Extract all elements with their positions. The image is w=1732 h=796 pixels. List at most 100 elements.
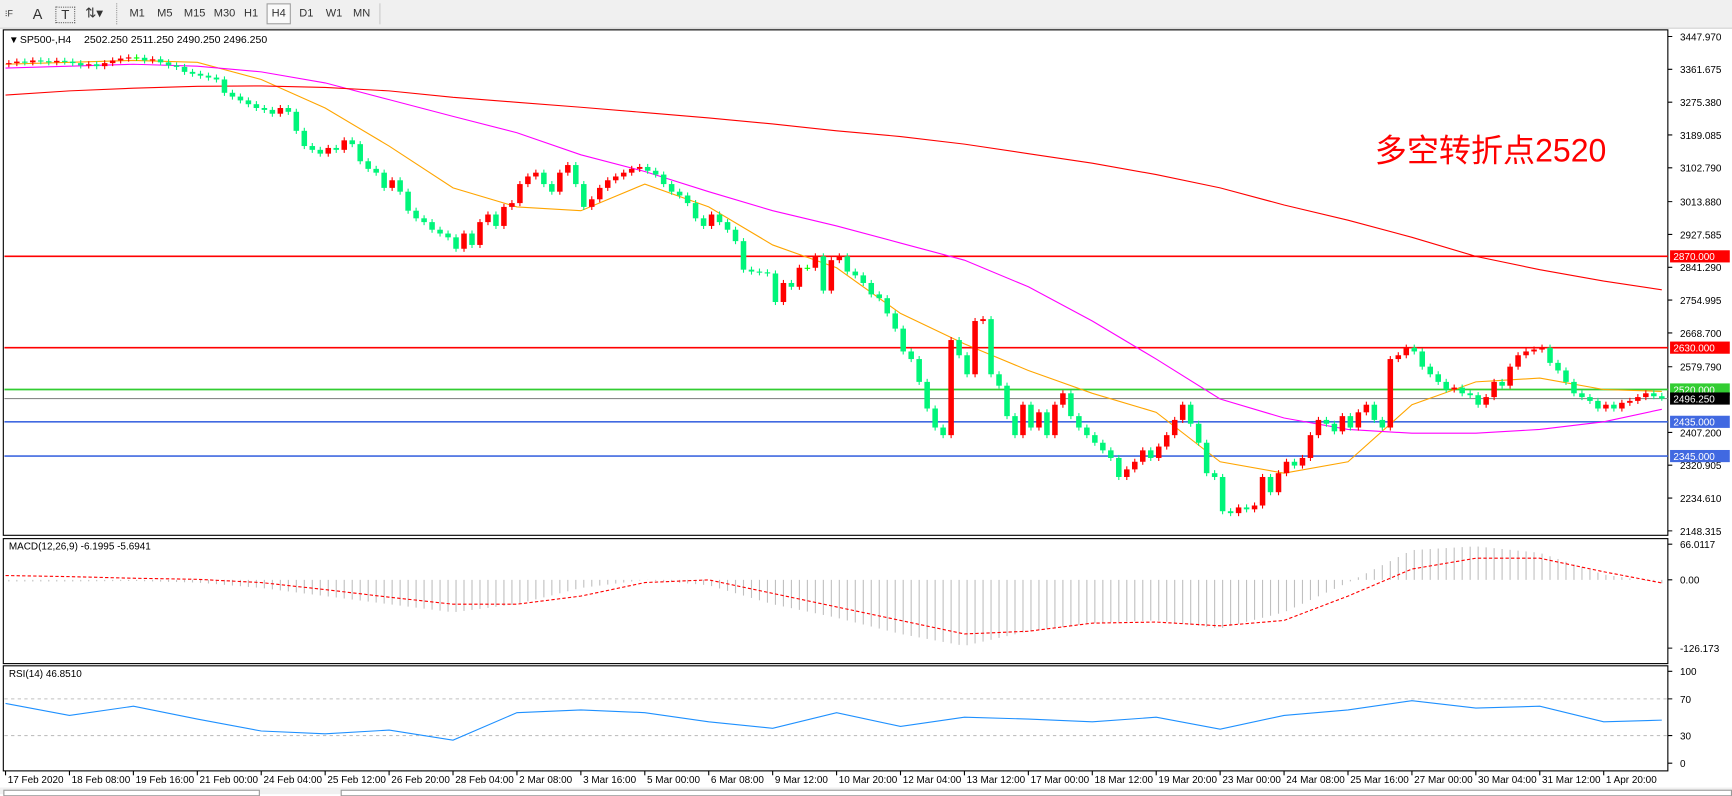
candle-body xyxy=(1491,381,1497,398)
candle-body xyxy=(1195,423,1202,443)
candle-body xyxy=(628,168,635,173)
time-tick-label: 31 Mar 12:00 xyxy=(1542,775,1601,786)
candle-body xyxy=(373,168,379,173)
timeframe-m5-button[interactable]: M5 xyxy=(157,7,173,20)
candle-body xyxy=(788,282,795,287)
candle-body xyxy=(1459,387,1465,394)
candle-body xyxy=(620,172,627,177)
chart-background xyxy=(0,28,1732,788)
periodicity-grid-icon[interactable]: ⁝F xyxy=(4,8,13,19)
bottom-tab[interactable] xyxy=(340,789,1732,796)
timeframe-d1-button[interactable]: D1 xyxy=(299,7,314,20)
time-tick-label: 28 Feb 04:00 xyxy=(455,775,514,786)
arrows-tool-icon[interactable]: ⇅▾ xyxy=(85,5,103,22)
collapse-triangle-icon[interactable]: ▼ xyxy=(9,35,19,46)
rsi-series xyxy=(4,698,1668,741)
candle xyxy=(756,268,763,276)
candle xyxy=(1643,390,1649,401)
timeframe-m30-button[interactable]: M30 xyxy=(213,7,236,20)
candle-body xyxy=(205,75,212,78)
candle xyxy=(165,59,172,69)
candle xyxy=(149,56,156,64)
candle-body xyxy=(1116,457,1122,477)
candle xyxy=(1291,458,1298,469)
candle xyxy=(660,171,667,188)
rsi-pane[interactable]: RSI(14) 46.8510 xyxy=(2,665,1669,772)
candle xyxy=(93,61,100,70)
candle-body xyxy=(1395,355,1402,360)
candle xyxy=(46,58,52,66)
candle-body xyxy=(69,61,76,64)
candle xyxy=(1211,470,1218,481)
candles xyxy=(6,54,1665,517)
candle-body xyxy=(61,60,68,62)
annotation-text[interactable]: 多空转折点2520 xyxy=(1375,132,1607,168)
candle-body xyxy=(636,166,643,169)
candle xyxy=(117,55,124,64)
candle-body xyxy=(1139,450,1146,462)
text-label-tool-icon[interactable]: T xyxy=(55,6,76,24)
time-tick-label: 2 Mar 08:00 xyxy=(519,775,573,786)
macd-label: MACD(12,26,9) -6.1995 -5.6941 xyxy=(9,542,151,553)
timeframe-m15-button[interactable]: M15 xyxy=(183,7,206,20)
price-pane[interactable]: ▼ SP500-,H4 2502.250 2511.250 2490.250 2… xyxy=(2,29,1669,536)
candle-body xyxy=(988,319,994,375)
candle-body xyxy=(1587,397,1593,401)
candle xyxy=(1124,466,1130,481)
candle-body xyxy=(253,104,260,109)
timeframe-w1-button[interactable]: W1 xyxy=(325,7,343,20)
timeframe-h4-button[interactable]: H4 xyxy=(266,3,291,25)
candle-body xyxy=(509,203,515,207)
timeframe-h1-button[interactable]: H1 xyxy=(243,7,259,20)
candle xyxy=(269,106,276,117)
candle xyxy=(14,58,20,67)
candle-body xyxy=(405,191,411,211)
candle-body xyxy=(1211,473,1218,477)
macd-series xyxy=(5,546,1663,646)
price-tick-label: 2234.610 xyxy=(1680,494,1722,505)
bottom-tab[interactable] xyxy=(3,789,260,796)
candle xyxy=(868,279,875,298)
candle-body xyxy=(30,60,36,63)
candle xyxy=(157,56,164,66)
candle-body xyxy=(660,174,667,185)
candle-body xyxy=(1627,400,1633,403)
candle xyxy=(517,181,523,207)
candle-body xyxy=(493,214,499,226)
candle xyxy=(557,169,563,195)
timeframe-mn-button[interactable]: MN xyxy=(353,7,371,20)
macd-pane[interactable]: MACD(12,26,9) -6.1995 -5.6941 xyxy=(2,538,1669,665)
candle-body xyxy=(1283,461,1290,474)
candle xyxy=(1076,413,1082,431)
candle-body xyxy=(956,340,962,356)
candle xyxy=(317,146,324,157)
candle-body xyxy=(1100,442,1106,451)
candle xyxy=(1459,384,1465,397)
candle xyxy=(1611,401,1617,412)
timeframe-m1-button[interactable]: M1 xyxy=(129,7,145,20)
candle-body xyxy=(1603,404,1609,409)
candle xyxy=(948,336,954,439)
rsi-axis-label: 30 xyxy=(1680,731,1692,742)
time-tick-label: 5 Mar 00:00 xyxy=(647,775,701,786)
candle xyxy=(1651,390,1657,400)
text-tool-icon[interactable]: A xyxy=(32,5,43,23)
candle-body xyxy=(1531,349,1537,352)
chart-canvas[interactable]: ▼ SP500-,H4 2502.250 2511.250 2490.250 2… xyxy=(0,28,1732,788)
candle xyxy=(1603,401,1609,412)
candle xyxy=(1619,399,1625,412)
time-tick-label: 24 Mar 08:00 xyxy=(1286,775,1345,786)
candle-body xyxy=(261,108,268,110)
candle-body xyxy=(533,172,539,177)
candle-body xyxy=(341,140,347,150)
candle-body xyxy=(844,256,851,272)
candle-body xyxy=(1124,469,1130,477)
price-tick-label: 2407.200 xyxy=(1680,428,1722,439)
level-price-label: 2630.000 xyxy=(1673,344,1715,355)
candle-body xyxy=(1539,347,1545,350)
time-tick-label: 17 Mar 00:00 xyxy=(1031,775,1090,786)
candle-body xyxy=(53,60,60,63)
candle xyxy=(1307,432,1314,462)
candle-body xyxy=(996,374,1002,386)
candle-body xyxy=(173,65,180,67)
